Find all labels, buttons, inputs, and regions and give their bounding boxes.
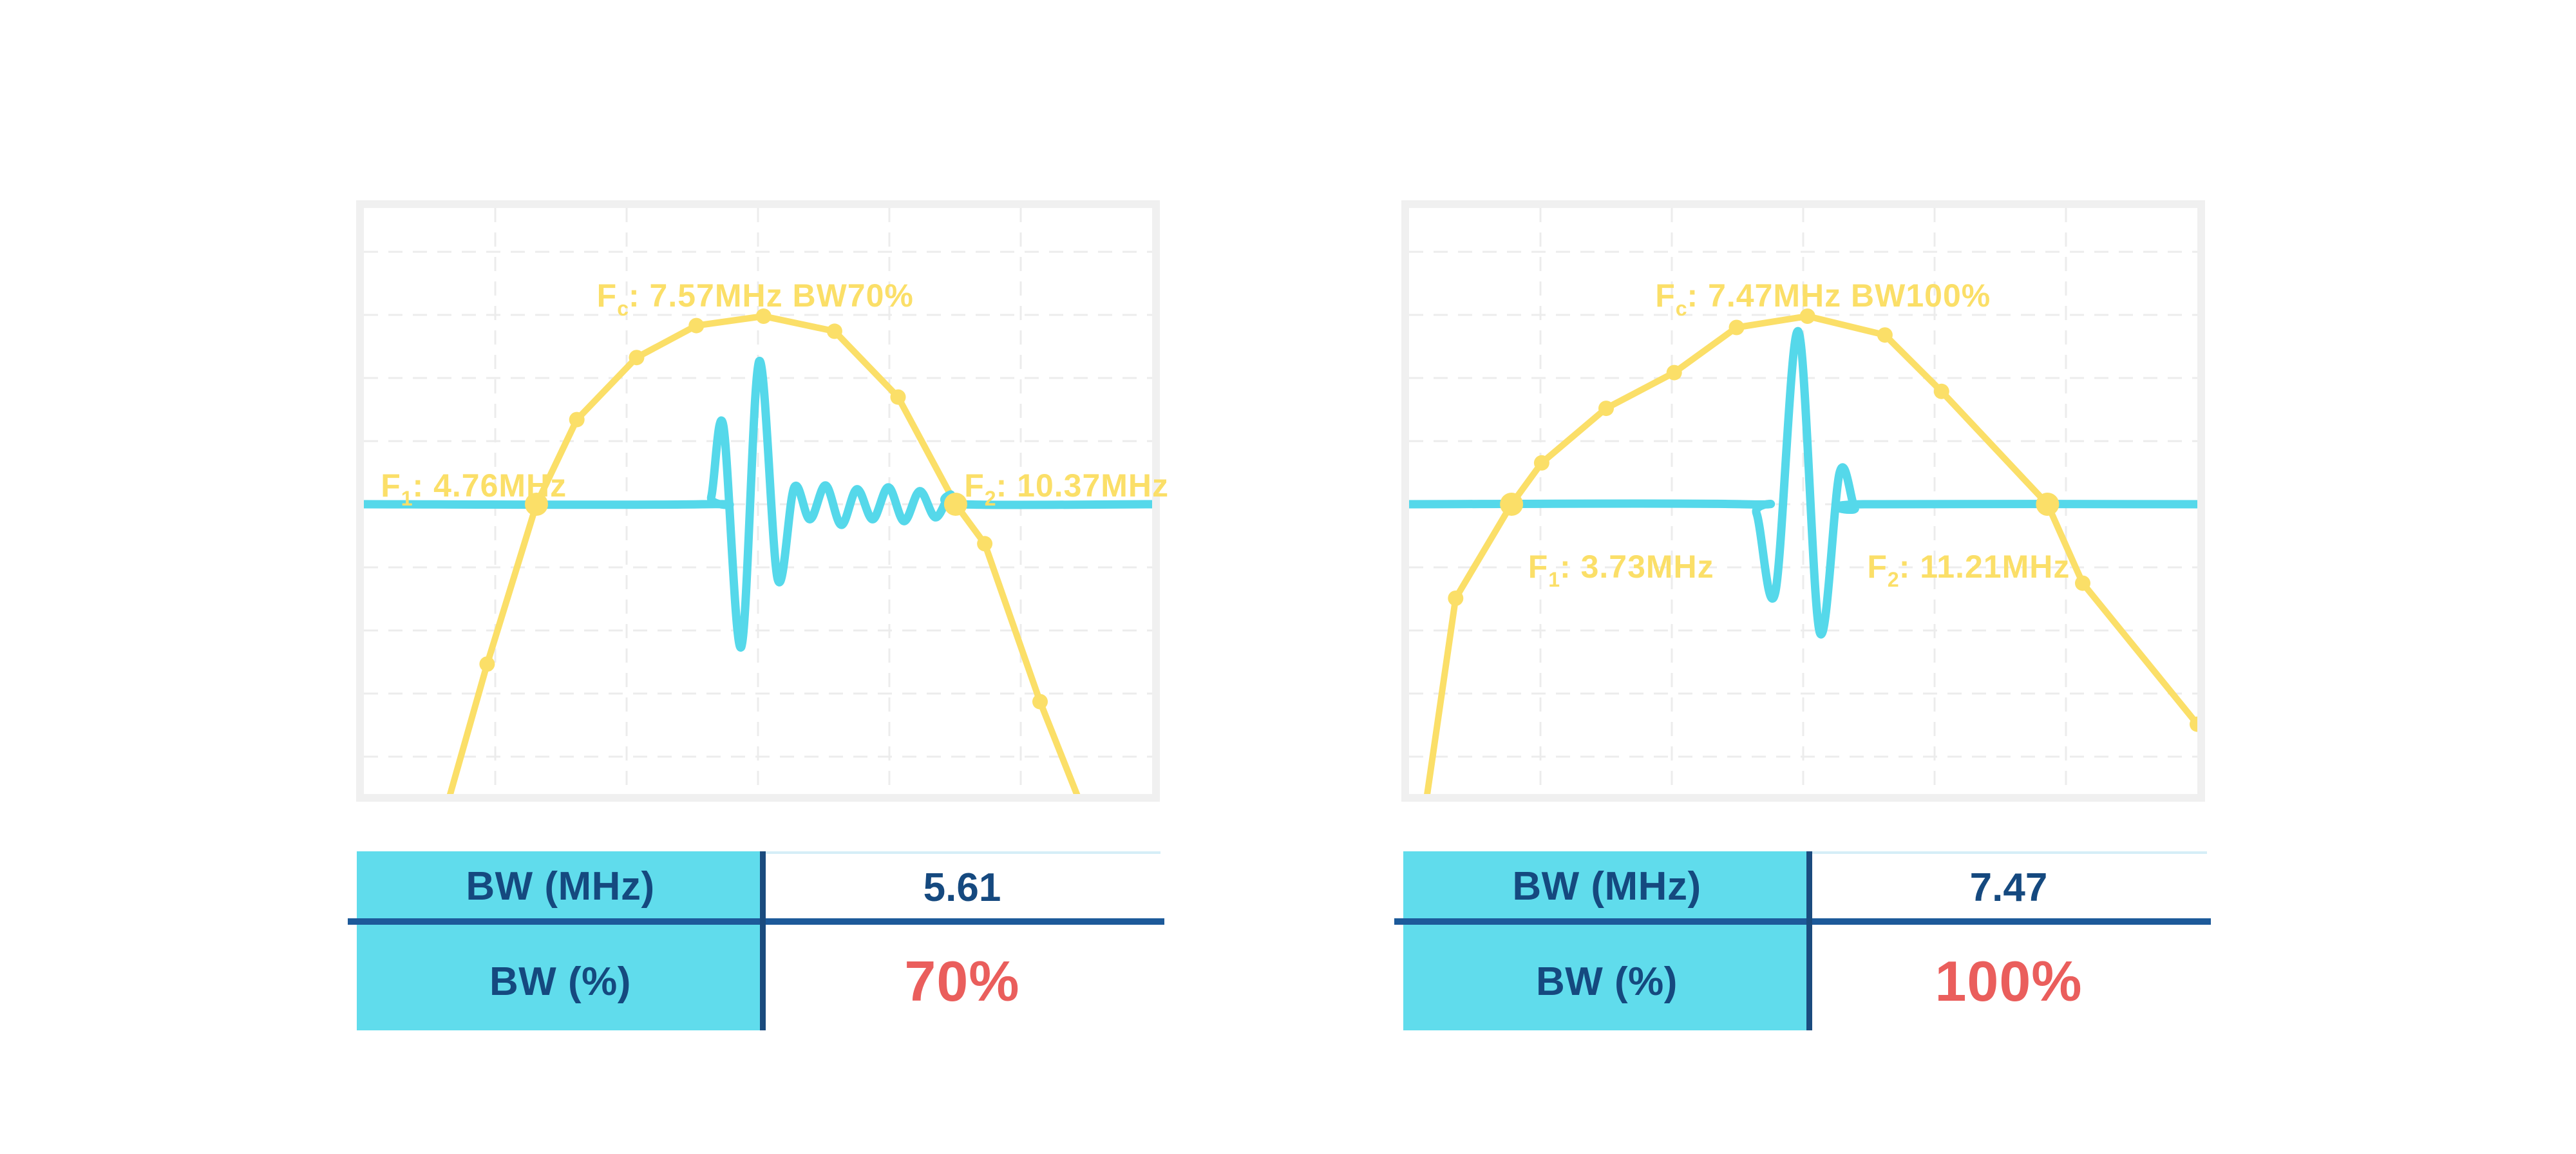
fc-bandwidth-label: Fc: 7.57MHz BW70%	[597, 277, 914, 321]
bw-summary-table-100pct: BW (MHz) BW (%) 7.47 100%	[1394, 851, 2211, 1030]
bw-pct-value: 100%	[1935, 949, 2083, 1013]
fc-value-text: : 7.47MHz BW100%	[1687, 278, 1991, 314]
f1-label: F1: 3.73MHz	[1528, 548, 1714, 592]
table-row-divider	[348, 918, 1164, 925]
table-column-divider	[1806, 851, 1812, 1030]
f1-symbol: F	[381, 467, 401, 504]
spectrum-chart-70pct: Fc: 7.57MHz BW70% F1: 4.76MHz F2: 10.37M…	[356, 200, 1168, 802]
bw-table-value-column: 7.47 100%	[1810, 851, 2207, 1030]
f2-label: F2: 10.37MHz	[964, 467, 1169, 511]
bw-pct-label: BW (%)	[489, 959, 631, 1004]
f2-subscript: 2	[1887, 567, 1899, 591]
f2-symbol: F	[964, 467, 985, 504]
f2-value-text: : 11.21MHz	[1899, 548, 2070, 585]
bw-table-label-column: BW (MHz) BW (%)	[1403, 851, 1810, 1030]
fc-symbol: F	[596, 278, 618, 314]
fc-subscript: c	[1675, 297, 1687, 321]
bw-mhz-value: 7.47	[1969, 865, 2048, 910]
bw-mhz-label: BW (MHz)	[466, 864, 655, 909]
fc-subscript: c	[617, 297, 629, 321]
f2-subscript: 2	[984, 486, 996, 510]
fc-symbol: F	[1655, 278, 1676, 314]
bw-pct-value: 70%	[904, 949, 1020, 1013]
bw-mhz-label: BW (MHz)	[1512, 864, 1701, 909]
spectrum-chart-100pct: Fc: 7.47MHz BW100% F1: 3.73MHz F2: 11.21…	[1401, 200, 2205, 802]
spectrum-plot-70pct	[364, 208, 1152, 794]
table-row-divider	[1394, 918, 2211, 925]
table-column-divider	[760, 851, 766, 1030]
fc-value-text: : 7.57MHz BW70%	[628, 278, 914, 314]
spectrum-plot-100pct	[1409, 208, 2197, 794]
bw-table-label-column: BW (MHz) BW (%)	[357, 851, 764, 1030]
bw-mhz-value: 5.61	[923, 865, 1001, 910]
f2-label: F2: 11.21MHz	[1867, 548, 2070, 592]
f1-symbol: F	[1528, 548, 1549, 585]
f1-subscript: 1	[1548, 567, 1560, 591]
bw-summary-table-70pct: BW (MHz) BW (%) 5.61 70%	[348, 851, 1164, 1030]
bw-table-value-column: 5.61 70%	[764, 851, 1160, 1030]
f2-symbol: F	[1867, 548, 1888, 585]
f1-label: F1: 4.76MHz	[381, 467, 567, 511]
f1-value-text: : 3.73MHz	[1560, 548, 1714, 585]
f2-value-text: : 10.37MHz	[996, 467, 1170, 504]
f1-value-text: : 4.76MHz	[412, 467, 567, 504]
fc-bandwidth-label: Fc: 7.47MHz BW100%	[1655, 277, 1991, 321]
f1-subscript: 1	[401, 486, 413, 510]
bw-pct-label: BW (%)	[1536, 959, 1678, 1004]
